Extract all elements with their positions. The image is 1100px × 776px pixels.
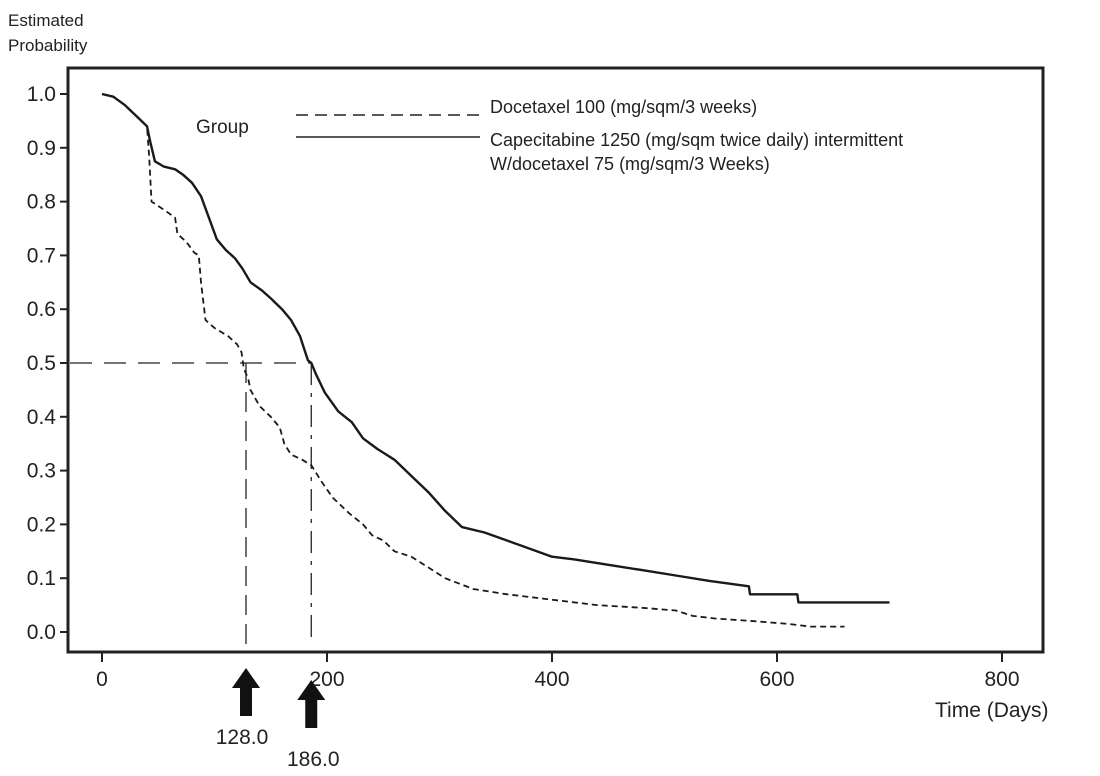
x-tick-label: 800 [984,668,1019,691]
y-axis-label-line2: Probability [8,36,88,55]
y-tick-label: 0.1 [27,567,56,590]
x-tick-label: 600 [759,668,794,691]
median-docetaxel-arrow-icon [232,668,260,716]
y-axis-label-line1: Estimated [8,11,84,30]
median-capecitabine-label: 186.0 [287,748,340,771]
docetaxel-survival-curve [101,93,845,628]
y-tick-label: 0.5 [27,352,56,375]
y-tick-label: 0.0 [27,621,56,644]
plot-frame [66,66,1045,654]
y-tick-label: 0.3 [27,460,56,483]
y-tick-label: 0.2 [27,513,56,536]
y-tick-label: 0.8 [27,191,56,214]
y-tick-label: 0.9 [27,137,56,160]
y-tick-label: 0.7 [27,244,56,267]
y-tick-label: 0.6 [27,298,56,321]
x-tick-label: 0 [96,668,108,691]
y-tick-label: 0.4 [27,406,57,429]
legend-label-docetaxel: Docetaxel 100 (mg/sqm/3 weeks) [490,97,757,117]
legend-label-capecitabine: Capecitabine 1250 (mg/sqm twice daily) i… [490,130,903,150]
x-axis-label: Time (Days) [935,699,1049,722]
y-tick-label: 1.0 [27,83,56,106]
median-docetaxel-label: 128.0 [216,726,269,749]
legend-title: Group [196,117,249,138]
x-tick-label: 200 [309,668,344,691]
legend: Group Docetaxel 100 (mg/sqm/3 weeks) Cap… [196,97,903,174]
legend-label-capecitabine-line2: W/docetaxel 75 (mg/sqm/3 Weeks) [490,154,770,174]
capecitabine-survival-curve [101,92,890,604]
x-tick-label: 400 [534,668,569,691]
median-capecitabine-arrow-icon [297,680,326,728]
